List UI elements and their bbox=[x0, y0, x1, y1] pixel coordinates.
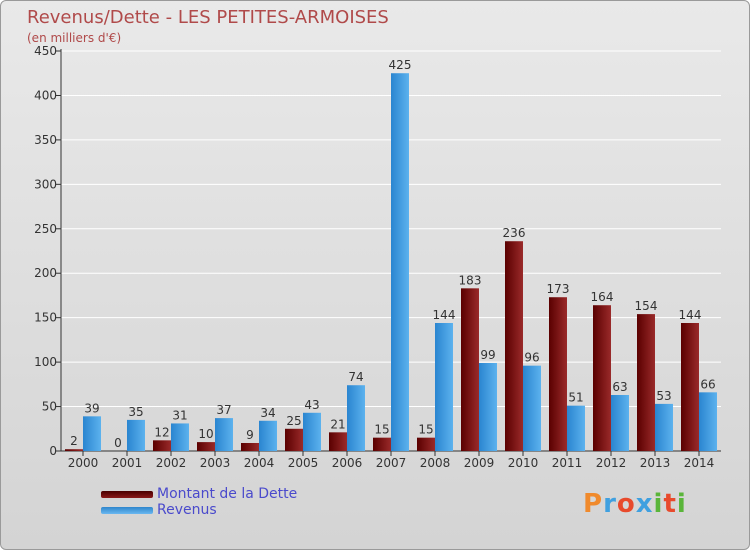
legend-swatch-dette bbox=[101, 491, 153, 498]
y-tick-label: 100 bbox=[34, 355, 57, 369]
bar-revenus bbox=[523, 365, 541, 451]
data-label-revenus: 34 bbox=[260, 406, 275, 420]
bar-dette bbox=[637, 314, 655, 451]
bar-revenus bbox=[127, 419, 145, 451]
data-label-dette: 154 bbox=[635, 299, 658, 313]
bar-dette bbox=[285, 428, 303, 451]
x-tick-label: 2014 bbox=[684, 456, 715, 470]
bar-revenus bbox=[391, 73, 409, 451]
bar-revenus bbox=[567, 405, 585, 451]
bar-dette bbox=[373, 437, 391, 451]
data-label-dette: 12 bbox=[154, 425, 169, 439]
bar-dette bbox=[593, 305, 611, 451]
data-label-revenus: 74 bbox=[348, 370, 363, 384]
data-label-dette: 144 bbox=[679, 308, 702, 322]
x-tick-label: 2001 bbox=[112, 456, 143, 470]
y-tick-label: 450 bbox=[34, 44, 57, 58]
x-tick-label: 2013 bbox=[640, 456, 671, 470]
bar-dette bbox=[197, 442, 215, 451]
data-label-dette: 21 bbox=[330, 417, 345, 431]
legend-label-dette: Montant de la Dette bbox=[157, 486, 298, 502]
bar-revenus bbox=[347, 385, 365, 451]
y-tick-label: 300 bbox=[34, 177, 57, 191]
chart-subtitle: (en milliers d'€) bbox=[27, 31, 122, 45]
x-tick-label: 2007 bbox=[376, 456, 407, 470]
data-label-revenus: 43 bbox=[304, 398, 319, 412]
y-tick-label: 0 bbox=[49, 444, 57, 458]
bar-dette bbox=[65, 449, 83, 451]
x-tick-label: 2000 bbox=[68, 456, 99, 470]
x-tick-label: 2012 bbox=[596, 456, 627, 470]
bar-dette bbox=[681, 323, 699, 451]
data-label-dette: 15 bbox=[374, 423, 389, 437]
data-label-dette: 15 bbox=[418, 423, 433, 437]
data-label-dette: 173 bbox=[547, 282, 570, 296]
legend-label-revenus: Revenus bbox=[157, 502, 217, 518]
data-label-revenus: 37 bbox=[216, 403, 231, 417]
bar-dette bbox=[461, 288, 479, 451]
data-label-revenus: 63 bbox=[612, 380, 627, 394]
x-tick-label: 2004 bbox=[244, 456, 275, 470]
data-label-dette: 236 bbox=[503, 226, 526, 240]
data-label-revenus: 53 bbox=[656, 389, 671, 403]
proxiti-logo: Proxiti bbox=[583, 489, 687, 519]
y-tick-label: 150 bbox=[34, 311, 57, 325]
x-tick-label: 2006 bbox=[332, 456, 363, 470]
x-tick-label: 2003 bbox=[200, 456, 231, 470]
bar-dette bbox=[329, 432, 347, 451]
data-label-revenus: 96 bbox=[524, 351, 539, 365]
bar-dette bbox=[153, 440, 171, 451]
bar-dette bbox=[505, 241, 523, 451]
data-label-dette: 183 bbox=[459, 273, 482, 287]
bar-revenus bbox=[655, 403, 673, 451]
bar-revenus bbox=[435, 323, 453, 451]
data-label-revenus: 51 bbox=[568, 391, 583, 405]
x-tick-label: 2011 bbox=[552, 456, 583, 470]
y-tick-label: 350 bbox=[34, 133, 57, 147]
bar-dette bbox=[549, 297, 567, 451]
data-label-dette: 0 bbox=[114, 436, 122, 450]
x-tick-label: 2010 bbox=[508, 456, 539, 470]
x-tick-label: 2008 bbox=[420, 456, 451, 470]
data-label-revenus: 39 bbox=[84, 401, 99, 415]
bar-revenus bbox=[171, 423, 189, 451]
bar-revenus bbox=[83, 416, 101, 451]
bar-dette bbox=[417, 437, 435, 451]
data-label-dette: 9 bbox=[246, 428, 254, 442]
data-label-revenus: 35 bbox=[128, 405, 143, 419]
data-label-revenus: 31 bbox=[172, 408, 187, 422]
data-label-revenus: 99 bbox=[480, 348, 495, 362]
bar-revenus bbox=[303, 412, 321, 451]
y-tick-label: 250 bbox=[34, 222, 57, 236]
bar-revenus bbox=[215, 418, 233, 451]
bar-revenus bbox=[611, 395, 629, 451]
bar-revenus bbox=[479, 363, 497, 451]
data-label-dette: 10 bbox=[198, 427, 213, 441]
legend-swatch-revenus bbox=[101, 507, 153, 514]
chart-title: Revenus/Dette - LES PETITES-ARMOISES bbox=[27, 7, 389, 28]
bar-dette bbox=[241, 443, 259, 451]
data-label-dette: 25 bbox=[286, 414, 301, 428]
data-label-dette: 2 bbox=[70, 434, 78, 448]
x-tick-label: 2009 bbox=[464, 456, 495, 470]
y-tick-label: 200 bbox=[34, 266, 57, 280]
bar-revenus bbox=[699, 392, 717, 451]
x-tick-label: 2002 bbox=[156, 456, 187, 470]
data-label-revenus: 425 bbox=[389, 58, 412, 72]
data-label-revenus: 144 bbox=[433, 308, 456, 322]
data-label-dette: 164 bbox=[591, 290, 614, 304]
data-label-revenus: 66 bbox=[700, 377, 715, 391]
y-tick-label: 400 bbox=[34, 88, 57, 102]
bar-revenus bbox=[259, 420, 277, 451]
x-tick-label: 2005 bbox=[288, 456, 319, 470]
y-tick-label: 50 bbox=[42, 400, 57, 414]
